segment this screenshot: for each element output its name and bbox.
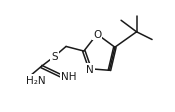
Text: NH: NH: [61, 71, 76, 81]
Text: S: S: [51, 52, 58, 62]
Text: H₂N: H₂N: [26, 75, 45, 85]
Text: N: N: [86, 64, 94, 74]
Text: O: O: [93, 30, 101, 40]
